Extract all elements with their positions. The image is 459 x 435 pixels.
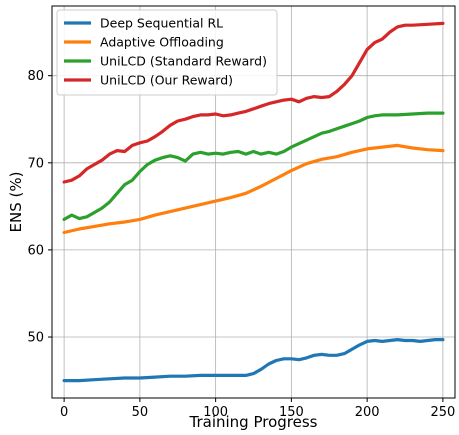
y-tick-label: 70 [27,156,44,171]
y-axis-label: ENS (%) [7,172,25,233]
y-tick-label: 60 [27,243,44,258]
legend-label: UniLCD (Standard Reward) [100,54,267,69]
series-line-3 [62,111,445,221]
legend: Deep Sequential RL Adaptive Offloading Uni… [56,9,278,96]
plot-frame [51,5,456,399]
series-line-2 [62,143,445,235]
x-tick-label: 200 [355,405,380,420]
x-tick-label: 250 [430,405,455,420]
legend-label: Adaptive Offloading [100,35,224,50]
tick-marks [48,75,444,402]
x-tick-label: 100 [203,405,228,420]
x-tick-label: 50 [132,405,149,420]
x-axis-label: Training Progress [189,413,318,431]
series-line-4 [62,21,445,184]
x-tick-label: 150 [279,405,304,420]
x-tick-label: 0 [60,405,68,420]
legend-label: Deep Sequential RL [100,16,223,31]
series-line-1 [62,338,445,383]
y-tick-label: 80 [27,69,44,84]
legend-box [56,9,278,96]
y-tick-label: 50 [27,331,44,346]
y-tick-labels: 50 60 70 80 [27,69,44,345]
series-lines [62,21,445,383]
x-tick-labels: 0 50 100 150 200 250 [60,405,455,420]
legend-label: UniLCD (Our Reward) [100,73,233,88]
